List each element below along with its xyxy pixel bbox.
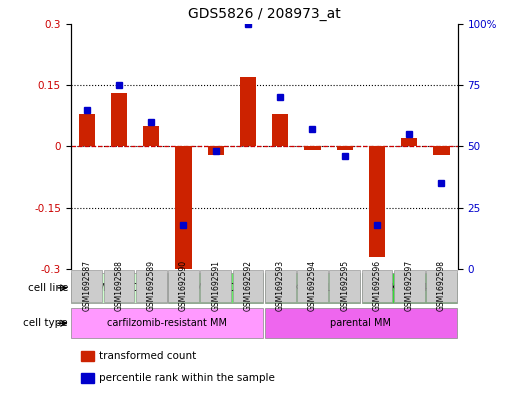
Bar (175, 147, 191, 269)
Text: parental MM: parental MM (331, 318, 391, 328)
Text: GSM1692595: GSM1692595 (340, 260, 349, 312)
Text: transformed count: transformed count (99, 351, 197, 361)
FancyBboxPatch shape (136, 270, 167, 302)
FancyBboxPatch shape (71, 270, 102, 302)
Text: GSM1692587: GSM1692587 (82, 261, 91, 311)
Text: KMS-11/Cfz: KMS-11/Cfz (92, 283, 146, 293)
Bar (111, 93, 127, 147)
FancyBboxPatch shape (233, 270, 264, 302)
Text: GSM1692597: GSM1692597 (405, 260, 414, 312)
FancyBboxPatch shape (329, 270, 360, 302)
FancyBboxPatch shape (265, 308, 457, 338)
Text: GSM1692591: GSM1692591 (211, 261, 220, 311)
Bar (208, 147, 224, 154)
Bar (240, 77, 256, 147)
Text: percentile rank within the sample: percentile rank within the sample (99, 373, 275, 383)
Text: GSM1692588: GSM1692588 (115, 261, 123, 311)
FancyBboxPatch shape (426, 270, 457, 302)
Title: GDS5826 / 208973_at: GDS5826 / 208973_at (188, 7, 340, 21)
Text: GSM1692589: GSM1692589 (147, 261, 156, 311)
FancyBboxPatch shape (200, 270, 231, 302)
Text: carfilzomib-resistant MM: carfilzomib-resistant MM (107, 318, 228, 328)
FancyBboxPatch shape (168, 273, 264, 303)
FancyBboxPatch shape (361, 270, 392, 302)
Text: KMS-34: KMS-34 (391, 283, 428, 293)
Bar (143, 126, 160, 147)
Bar (304, 147, 321, 151)
FancyBboxPatch shape (104, 270, 134, 302)
Text: KMS-11: KMS-11 (294, 283, 331, 293)
FancyBboxPatch shape (168, 270, 199, 302)
Text: KMS-34/Cfz: KMS-34/Cfz (188, 283, 243, 293)
FancyBboxPatch shape (265, 270, 295, 302)
Bar (369, 147, 385, 257)
Text: GSM1692594: GSM1692594 (308, 260, 317, 312)
Text: GSM1692598: GSM1692598 (437, 261, 446, 311)
Bar (337, 147, 353, 151)
FancyBboxPatch shape (361, 273, 457, 303)
Text: cell type: cell type (24, 318, 68, 328)
Bar (81, 351, 94, 361)
Bar (78, 114, 95, 147)
Text: GSM1692593: GSM1692593 (276, 260, 285, 312)
FancyBboxPatch shape (297, 270, 328, 302)
FancyBboxPatch shape (394, 270, 425, 302)
Bar (272, 114, 288, 147)
Text: cell line: cell line (28, 283, 68, 293)
FancyBboxPatch shape (71, 273, 167, 303)
Bar (401, 138, 417, 147)
FancyBboxPatch shape (265, 273, 360, 303)
Bar (81, 373, 94, 383)
Text: GSM1692596: GSM1692596 (372, 260, 381, 312)
FancyBboxPatch shape (71, 308, 264, 338)
Text: GSM1692592: GSM1692592 (244, 261, 253, 311)
Text: GSM1692590: GSM1692590 (179, 260, 188, 312)
Bar (434, 147, 450, 154)
